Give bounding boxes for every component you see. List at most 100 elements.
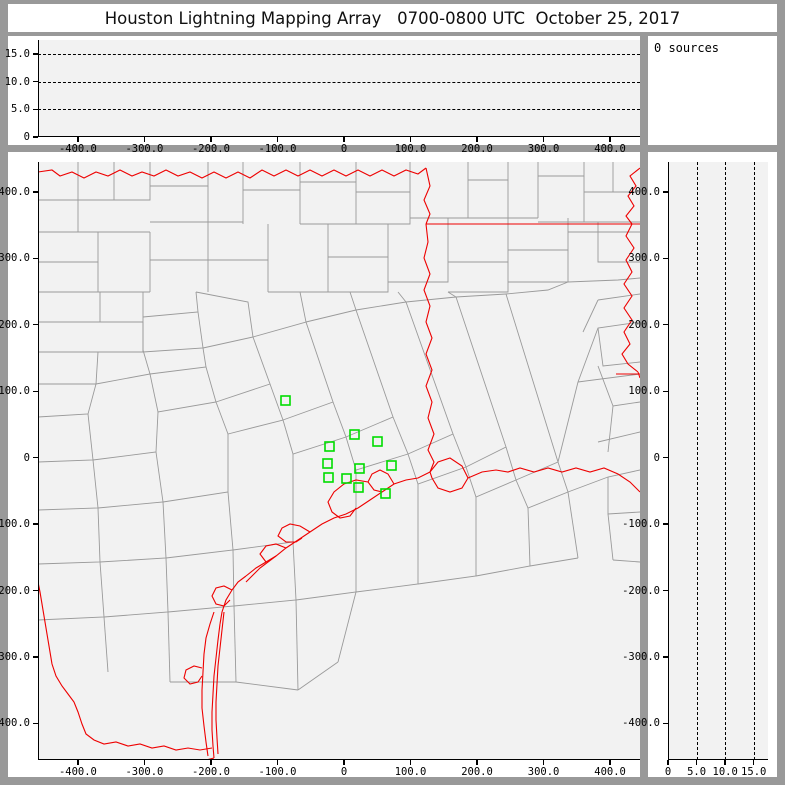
top-x-tick-mark [77, 137, 79, 142]
right-panel-x-axis [668, 759, 768, 761]
altitude-vs-north-plot-area [668, 162, 768, 760]
county-boundaries [38, 162, 640, 691]
right-y-tick-mark [663, 324, 668, 326]
top-x-tick-mark [542, 137, 545, 142]
map-y-tick-mark [33, 456, 38, 459]
right-panel-y-axis [668, 162, 670, 760]
map-y-tick-mark [33, 324, 38, 326]
right-x-tick-label: 5.0 [687, 766, 707, 778]
map-y-tick-label: 400.0 [0, 185, 30, 198]
map-x-tick-mark [77, 760, 79, 765]
map-graphics [38, 162, 640, 760]
right-y-tick-label: -200.0 [622, 584, 660, 597]
top-x-tick-mark [609, 137, 611, 142]
station-marker [341, 473, 352, 484]
station-marker [354, 463, 365, 474]
right-panel-gridline [753, 162, 755, 760]
map-x-tick-label: -400.0 [58, 766, 97, 778]
map-x-tick-label: 100.0 [394, 766, 427, 778]
top-y-tick-mark [33, 136, 38, 138]
map-y-tick-mark [33, 589, 38, 592]
lma-station-markers[interactable] [280, 395, 397, 499]
map-x-tick-label: 400.0 [594, 766, 626, 778]
right-x-tick-mark [695, 760, 698, 765]
right-x-tick-label: 10.0 [712, 766, 738, 778]
top-x-tick-mark [409, 137, 412, 142]
source-count-label: 0 sources [654, 41, 720, 55]
map-x-tick-label: -200.0 [191, 766, 230, 778]
title-bar: Houston Lightning Mapping Array 0700-080… [8, 4, 777, 32]
map-y-tick-mark [33, 257, 38, 260]
top-x-tick-mark [343, 137, 345, 142]
right-panel-gridline [696, 162, 698, 760]
right-y-tick-label: 200.0 [628, 318, 660, 331]
right-y-tick-label: 100.0 [628, 385, 660, 398]
map-y-tick-label: 0 [23, 451, 30, 464]
station-marker [372, 436, 383, 447]
top-panel-gridline [38, 109, 640, 111]
station-marker [323, 472, 334, 483]
top-y-tick-mark [33, 53, 38, 55]
station-marker [353, 482, 364, 493]
map-y-tick-label: 200.0 [0, 318, 30, 331]
map-y-tick-label: -200.0 [0, 584, 30, 597]
right-y-tick-label: -400.0 [622, 717, 660, 730]
top-x-tick-mark [143, 137, 146, 142]
station-marker [349, 429, 360, 440]
right-y-tick-label: 0 [653, 451, 660, 464]
right-y-tick-mark [663, 589, 668, 592]
map-x-tick-label: 200.0 [461, 766, 493, 778]
map-y-axis [38, 162, 40, 760]
right-y-tick-mark [663, 191, 668, 193]
right-y-tick-mark [663, 456, 668, 459]
altitude-vs-east-plot-area [38, 40, 640, 137]
map-x-tick-mark [609, 760, 611, 765]
map-x-tick-mark [409, 760, 412, 765]
map-x-tick-label: 300.0 [527, 766, 560, 778]
top-y-tick-label: 10.0 [4, 75, 30, 88]
map-x-tick-mark [542, 760, 545, 765]
map-y-tick-label: 300.0 [0, 252, 30, 265]
map-y-tick-label: -400.0 [0, 717, 30, 730]
right-x-tick-label: 15.0 [741, 766, 767, 778]
page-title: Houston Lightning Mapping Array 0700-080… [104, 8, 681, 28]
right-y-tick-label: 400.0 [628, 185, 660, 198]
state-boundaries-and-coastline [38, 167, 640, 760]
right-y-tick-label: -100.0 [622, 518, 660, 531]
top-y-tick-mark [33, 108, 38, 110]
top-panel-y-axis [38, 40, 40, 137]
map-x-tick-label: -300.0 [125, 766, 164, 778]
top-x-tick-mark [476, 137, 478, 142]
right-x-tick-label: 0 [664, 766, 672, 778]
top-y-tick-label: 0 [23, 131, 30, 143]
top-panel-gridline [38, 81, 640, 83]
map-y-tick-label: -100.0 [0, 518, 30, 531]
top-y-tick-label: 15.0 [4, 47, 30, 60]
right-x-tick-mark [753, 760, 755, 765]
map-x-tick-mark [210, 760, 212, 765]
map-y-tick-label: 100.0 [0, 385, 30, 398]
map-y-tick-mark [33, 523, 38, 525]
map-y-tick-mark [33, 656, 38, 658]
right-y-tick-label: 300.0 [628, 252, 660, 265]
map-x-tick-mark [276, 760, 279, 765]
right-y-tick-mark [663, 257, 668, 260]
map-y-tick-mark [33, 390, 38, 392]
source-count-panel [648, 36, 777, 145]
station-marker [280, 395, 291, 406]
right-y-tick-label: -300.0 [622, 651, 660, 663]
plan-view-plot-area[interactable] [38, 162, 640, 760]
top-y-tick-mark [33, 80, 38, 83]
right-x-tick-mark [667, 760, 669, 765]
map-x-axis [38, 759, 640, 761]
map-x-tick-label: 0 [340, 766, 348, 778]
top-x-tick-label: 0 [340, 143, 348, 155]
station-marker [324, 441, 335, 452]
map-x-tick-mark [143, 760, 146, 765]
right-y-tick-mark [663, 390, 668, 392]
top-x-tick-mark [276, 137, 279, 142]
right-y-tick-mark [663, 722, 668, 725]
station-marker [380, 488, 391, 499]
top-panel-gridline [38, 53, 640, 55]
